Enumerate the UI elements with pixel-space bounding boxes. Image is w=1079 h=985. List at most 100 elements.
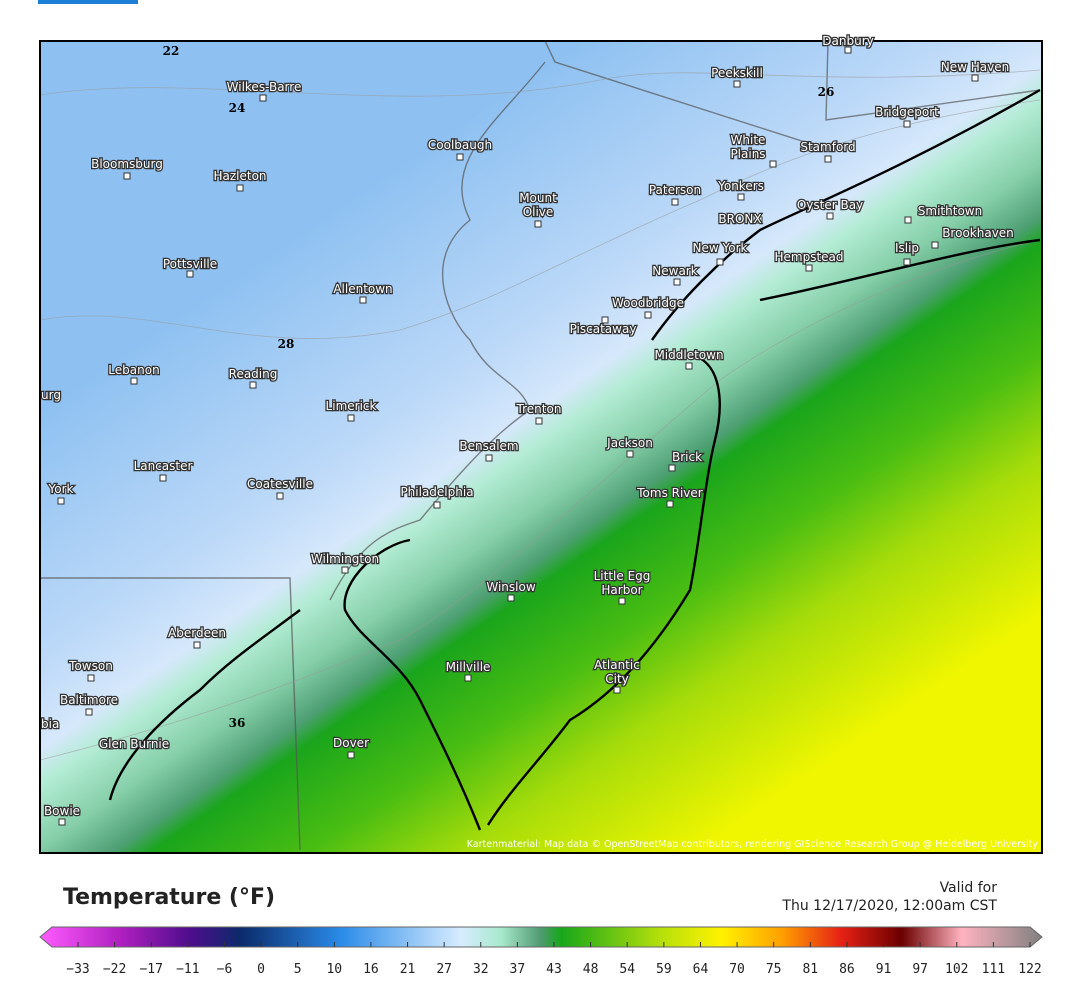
- city-label: Limerick: [326, 399, 377, 413]
- city-marker: [87, 674, 95, 682]
- partial-label: bia: [41, 717, 59, 731]
- city-label: Bowie: [44, 804, 80, 818]
- city-label: Toms River: [636, 486, 703, 500]
- city-marker: [737, 193, 745, 201]
- city-label: Trenton: [516, 402, 562, 416]
- colorbar-tick-label: 5: [294, 962, 302, 977]
- contour-label: 22: [163, 44, 180, 58]
- city-label: Hempstead: [774, 250, 843, 264]
- city-label: Piscataway: [570, 322, 637, 336]
- colorbar-tick-label: −6: [217, 962, 233, 977]
- city-label: Lebanon: [108, 363, 159, 377]
- city-marker: [341, 566, 349, 574]
- city-label: Middletown: [654, 348, 723, 362]
- city-marker: [485, 454, 493, 462]
- colorbar-tick-label: 64: [693, 962, 709, 977]
- city-label: Coolbaugh: [428, 138, 492, 152]
- city-label: New Haven: [941, 60, 1009, 74]
- legend-title: Temperature (°F): [63, 885, 275, 910]
- map: [40, 41, 1042, 853]
- city-label: Jackson: [606, 436, 653, 450]
- city-marker: [276, 492, 284, 500]
- city-label: Brookhaven: [942, 226, 1014, 240]
- city-label: Pottsville: [163, 257, 217, 271]
- map-frame: [39, 40, 1043, 854]
- colorbar-tick-label: 75: [766, 962, 782, 977]
- city-marker: [186, 270, 194, 278]
- city-marker: [123, 172, 131, 180]
- city-marker: [613, 686, 621, 694]
- city-label: Yonkers: [717, 179, 764, 193]
- city-label: Wilmington: [311, 552, 379, 566]
- colorbar-tick-label: 16: [363, 962, 379, 977]
- city-marker: [359, 296, 367, 304]
- colorbar-tick-label: 27: [436, 962, 452, 977]
- colorbar-tick-label: 54: [619, 962, 635, 977]
- city-marker: [844, 46, 852, 54]
- colorbar-tick-label: 21: [400, 962, 416, 977]
- city-marker: [601, 316, 609, 324]
- city-marker: [58, 818, 66, 826]
- city-label: Hazleton: [213, 169, 266, 183]
- city-marker: [507, 594, 515, 602]
- colorbar-tick-label: 122: [1018, 962, 1041, 977]
- city-marker: [903, 258, 911, 266]
- city-marker: [666, 500, 674, 508]
- city-label: York: [48, 482, 74, 496]
- tab-indicator[interactable]: [38, 0, 138, 4]
- colorbar-tick-label: 59: [656, 962, 672, 977]
- city-label: Towson: [68, 659, 113, 673]
- contour-label: 24: [229, 101, 246, 115]
- city-marker: [159, 474, 167, 482]
- city-label: Bensalem: [459, 439, 518, 453]
- city-label: Stamford: [800, 140, 855, 154]
- city-label: Woodbridge: [612, 296, 684, 310]
- city-marker: [433, 501, 441, 509]
- city-marker: [249, 381, 257, 389]
- attribution: Kartenmaterial: Map data © OpenStreetMap…: [467, 839, 1039, 850]
- city-label: Lancaster: [134, 459, 193, 473]
- city-label: Millville: [446, 660, 491, 674]
- city-label: Coatesville: [247, 477, 313, 491]
- city-marker: [85, 708, 93, 716]
- city-label: Danbury: [822, 34, 873, 48]
- city-marker: [236, 184, 244, 192]
- city-marker: [685, 362, 693, 370]
- city-marker: [668, 464, 676, 472]
- city-label: Aberdeen: [168, 626, 226, 640]
- city-label: Reading: [229, 367, 278, 381]
- colorbar-tick-label: 91: [876, 962, 892, 977]
- city-label: BRONX: [718, 212, 761, 226]
- colorbar: [39, 926, 1043, 948]
- city-marker: [673, 278, 681, 286]
- colorbar-tick-label: −33: [66, 962, 89, 977]
- city-label: Paterson: [649, 183, 701, 197]
- city-marker: [769, 160, 777, 168]
- city-label: Bloomsburg: [91, 157, 163, 171]
- colorbar-tick-label: −11: [176, 962, 199, 977]
- city-label: Mount Olive: [519, 191, 557, 219]
- city-marker: [347, 751, 355, 759]
- partial-label: urg: [41, 388, 61, 402]
- valid-label: Valid for: [940, 880, 998, 896]
- city-label: Philadelphia: [400, 485, 473, 499]
- city-marker: [805, 264, 813, 272]
- colorbar-tick-label: 111: [982, 962, 1005, 977]
- city-marker: [931, 241, 939, 249]
- city-marker: [671, 198, 679, 206]
- city-marker: [259, 94, 267, 102]
- city-marker: [106, 742, 114, 750]
- colorbar-tick-label: 0: [257, 962, 265, 977]
- city-marker: [618, 597, 626, 605]
- city-label: Dover: [333, 736, 369, 750]
- city-label: White Plains: [730, 133, 765, 161]
- colorbar-tick-label: 86: [839, 962, 855, 977]
- city-label: Brick: [672, 450, 702, 464]
- city-label: Little Egg Harbor: [594, 569, 651, 597]
- city-label: Peekskill: [711, 66, 763, 80]
- contour-label: 36: [229, 716, 246, 730]
- city-label: Baltimore: [60, 693, 118, 707]
- city-label: Atlantic City: [594, 658, 640, 686]
- city-marker: [347, 414, 355, 422]
